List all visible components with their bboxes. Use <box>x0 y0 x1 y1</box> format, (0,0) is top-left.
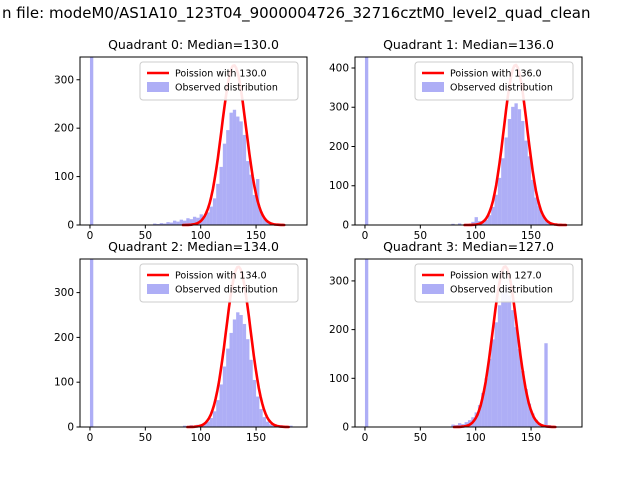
subplot-title: Quadrant 1: Median=136.0 <box>383 37 554 52</box>
legend: Poission with 136.0 Observed distribution <box>414 61 574 101</box>
legend-curve-label: Poission with 134.0 <box>175 271 267 282</box>
quadrant-chart: Quadrant 2: Median=134.0 0 50 100 150 0 100 200… <box>54 239 308 444</box>
legend-curve-label: Poission with 136.0 <box>450 69 542 80</box>
axes-frame <box>79 56 308 226</box>
subplot-title: Quadrant 2: Median=134.0 <box>108 239 279 254</box>
subplot-title: Quadrant 3: Median=127.0 <box>383 239 554 254</box>
x-axis-ticks: 0 50 100 150 <box>362 225 541 242</box>
svg-text:100: 100 <box>466 432 486 444</box>
svg-text:300: 300 <box>329 275 349 287</box>
svg-text:150: 150 <box>521 432 541 444</box>
svg-text:100: 100 <box>329 180 349 192</box>
legend-hist-label: Observed distribution <box>450 285 553 296</box>
svg-text:0: 0 <box>67 422 74 434</box>
legend-hist-sample <box>147 284 169 294</box>
svg-text:400: 400 <box>329 62 349 74</box>
y-axis-ticks: 0 100 200 300 <box>54 287 80 434</box>
legend-hist-label: Observed distribution <box>450 83 553 94</box>
svg-text:0: 0 <box>87 230 94 242</box>
svg-text:150: 150 <box>246 230 266 242</box>
quadrant-chart: Quadrant 0: Median=130.0 0 50 100 150 0 100 200… <box>54 37 308 242</box>
quadrant-chart: Quadrant 1: Median=136.0 0 50 100 150 0 100 200… <box>329 37 583 242</box>
y-axis-ticks: 0 100 200 300 <box>329 275 355 434</box>
histogram-bars <box>89 259 293 427</box>
legend: Poission with 127.0 Observed distribution <box>414 263 574 303</box>
svg-text:0: 0 <box>342 220 349 232</box>
svg-text:100: 100 <box>54 377 74 389</box>
x-axis-ticks: 0 50 100 150 <box>87 225 266 242</box>
legend-hist-sample <box>422 82 444 92</box>
svg-text:150: 150 <box>246 432 266 444</box>
legend: Poission with 134.0 Observed distribution <box>139 263 299 303</box>
legend-hist-label: Observed distribution <box>175 83 278 94</box>
svg-text:200: 200 <box>54 123 74 135</box>
subplot-title: Quadrant 0: Median=130.0 <box>108 37 279 52</box>
svg-text:300: 300 <box>54 287 74 299</box>
x-axis-ticks: 0 50 100 150 <box>87 427 266 444</box>
axes-frame <box>354 258 583 428</box>
svg-text:200: 200 <box>329 324 349 336</box>
subplot-quadrant-2: Quadrant 2: Median=134.0 0 50 100 150 0 100 200… <box>42 235 317 449</box>
svg-text:100: 100 <box>191 230 211 242</box>
svg-text:150: 150 <box>521 230 541 242</box>
axes-frame <box>79 258 308 428</box>
y-axis-ticks: 0 100 200 300 400 <box>329 62 355 232</box>
svg-text:0: 0 <box>362 432 369 444</box>
svg-text:100: 100 <box>329 373 349 385</box>
svg-text:300: 300 <box>329 102 349 114</box>
subplot-quadrant-3: Quadrant 3: Median=127.0 0 50 100 150 0 100 200… <box>317 235 592 449</box>
subplot-quadrant-1: Quadrant 1: Median=136.0 0 50 100 150 0 100 200… <box>317 33 592 247</box>
figure-title: n file: modeM0/AS1A10_123T04_9000004726_… <box>2 4 591 22</box>
histogram-bars <box>364 259 551 427</box>
legend-curve-label: Poission with 130.0 <box>175 69 267 80</box>
x-axis-ticks: 0 50 100 150 <box>362 427 541 444</box>
svg-text:0: 0 <box>67 220 74 232</box>
histogram-bars <box>364 57 555 225</box>
svg-text:300: 300 <box>54 74 74 86</box>
svg-text:50: 50 <box>414 230 427 242</box>
svg-text:100: 100 <box>191 432 211 444</box>
legend-hist-label: Observed distribution <box>175 285 278 296</box>
svg-text:50: 50 <box>414 432 427 444</box>
svg-text:0: 0 <box>342 422 349 434</box>
subplot-quadrant-0: Quadrant 0: Median=130.0 0 50 100 150 0 100 200… <box>42 33 317 247</box>
legend: Poission with 130.0 Observed distribution <box>139 61 299 101</box>
legend-hist-sample <box>422 284 444 294</box>
y-axis-ticks: 0 100 200 300 <box>54 74 80 232</box>
svg-text:200: 200 <box>54 332 74 344</box>
svg-text:100: 100 <box>466 230 486 242</box>
svg-text:50: 50 <box>139 432 152 444</box>
legend-hist-sample <box>147 82 169 92</box>
svg-text:50: 50 <box>139 230 152 242</box>
svg-text:100: 100 <box>54 171 74 183</box>
svg-text:200: 200 <box>329 141 349 153</box>
axes-frame <box>354 56 583 226</box>
quadrant-chart: Quadrant 3: Median=127.0 0 50 100 150 0 100 200… <box>329 239 583 444</box>
svg-text:0: 0 <box>362 230 369 242</box>
svg-text:0: 0 <box>87 432 94 444</box>
legend-curve-label: Poission with 127.0 <box>450 271 542 282</box>
